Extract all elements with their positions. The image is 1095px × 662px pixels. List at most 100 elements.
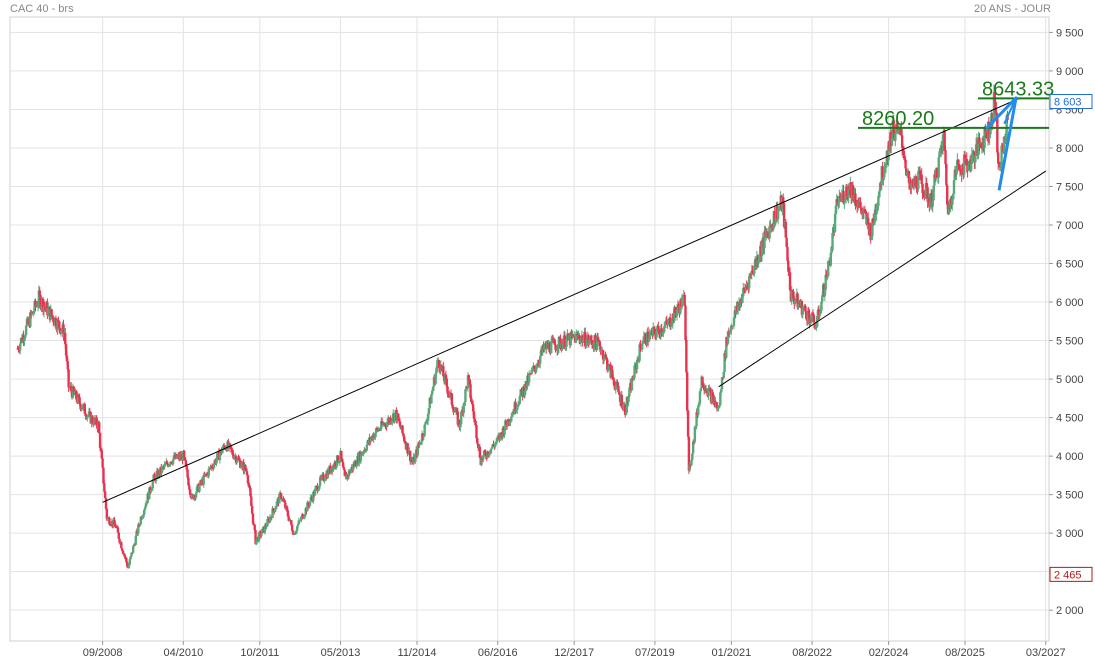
chart-range-label[interactable]: 20 ANS - JOUR bbox=[973, 3, 1051, 15]
candle-up bbox=[574, 333, 578, 343]
candle-up bbox=[24, 334, 27, 338]
candle-up bbox=[323, 480, 326, 482]
candle-up bbox=[710, 392, 714, 403]
candles bbox=[16, 84, 1009, 569]
candle-down bbox=[836, 198, 839, 206]
candle-up bbox=[661, 332, 664, 335]
candle-down bbox=[922, 193, 925, 195]
candle-up bbox=[144, 503, 148, 508]
candle-up bbox=[151, 481, 154, 489]
candle-up bbox=[491, 444, 494, 448]
candle-down bbox=[397, 413, 400, 420]
candle-down bbox=[407, 453, 410, 455]
candle-up bbox=[887, 141, 890, 161]
candle-up bbox=[240, 462, 244, 467]
candle-down bbox=[88, 411, 92, 413]
candle-down bbox=[589, 336, 593, 341]
candle-up bbox=[584, 346, 588, 348]
candle-down bbox=[605, 357, 608, 360]
candle-down bbox=[290, 520, 293, 525]
candle-down bbox=[340, 450, 343, 459]
candle-up bbox=[527, 374, 531, 383]
candle-down bbox=[125, 558, 128, 563]
candle-up bbox=[459, 424, 462, 428]
candle-up bbox=[718, 405, 721, 408]
candle-up bbox=[335, 465, 338, 467]
candle-up bbox=[768, 226, 771, 239]
candle-up bbox=[790, 290, 793, 302]
candle-down bbox=[455, 409, 459, 412]
candle-down bbox=[617, 385, 620, 392]
candle-down bbox=[117, 532, 120, 539]
candle-up bbox=[876, 205, 879, 210]
y-tick-label: 3 000 bbox=[1056, 528, 1084, 540]
candle-down bbox=[915, 176, 918, 188]
candle-up bbox=[883, 168, 886, 178]
candle-up bbox=[489, 448, 493, 454]
candle-up bbox=[906, 172, 909, 176]
candle-down bbox=[105, 508, 109, 520]
candle-up bbox=[365, 444, 369, 451]
candle-down bbox=[987, 121, 991, 139]
candle-down bbox=[250, 506, 254, 514]
x-tick-label: 12/2017 bbox=[554, 647, 594, 659]
candle-up bbox=[614, 385, 618, 390]
candle-up bbox=[150, 488, 154, 491]
candle-down bbox=[123, 554, 126, 557]
candle-up bbox=[504, 420, 507, 431]
candle-up bbox=[823, 289, 827, 297]
candle-down bbox=[247, 483, 250, 486]
candle-up bbox=[538, 363, 541, 365]
candle-up bbox=[669, 326, 673, 328]
candle-up bbox=[379, 428, 382, 430]
candle-down bbox=[895, 124, 899, 127]
candle-up bbox=[436, 360, 439, 368]
candle-up bbox=[318, 477, 322, 486]
candle-up bbox=[733, 310, 736, 318]
candle-down bbox=[644, 333, 647, 344]
candle-down bbox=[133, 544, 137, 546]
trendline-lower[interactable] bbox=[718, 170, 1047, 388]
candle-down bbox=[685, 340, 688, 373]
candle-up bbox=[953, 169, 957, 181]
candle-up bbox=[955, 165, 958, 175]
candle-down bbox=[456, 411, 459, 425]
candle-up bbox=[519, 389, 522, 396]
candle-down bbox=[471, 402, 474, 405]
candle-up bbox=[831, 232, 834, 251]
candle-up bbox=[582, 338, 585, 343]
candle-up bbox=[294, 532, 297, 535]
candle-up bbox=[963, 154, 966, 175]
trendline-upper[interactable] bbox=[102, 97, 1021, 503]
candle-down bbox=[401, 425, 404, 434]
candle-up bbox=[821, 295, 824, 302]
drawings[interactable]: 8260.20 8643.33 bbox=[102, 78, 1055, 503]
candle-down bbox=[285, 506, 289, 511]
candle-up bbox=[482, 455, 485, 460]
wedge-arrow-line[interactable] bbox=[1003, 97, 1017, 125]
candle-down bbox=[798, 302, 801, 305]
candle-up bbox=[195, 486, 199, 493]
candle-down bbox=[419, 442, 422, 444]
candle-up bbox=[320, 475, 324, 479]
candle-up bbox=[32, 311, 35, 313]
candle-down bbox=[996, 152, 1000, 164]
candle-down bbox=[957, 164, 961, 171]
candle-up bbox=[143, 509, 146, 515]
candle-up bbox=[588, 340, 591, 343]
candle-up bbox=[776, 209, 780, 220]
candle-down bbox=[239, 460, 242, 468]
candle-up bbox=[302, 517, 306, 519]
candle-down bbox=[484, 452, 488, 457]
candle-up bbox=[425, 421, 429, 423]
candle-down bbox=[584, 331, 587, 347]
candle-down bbox=[62, 324, 65, 338]
candle-up bbox=[543, 345, 546, 350]
candle-down bbox=[253, 524, 256, 531]
candle-up bbox=[663, 326, 666, 332]
candle-down bbox=[341, 462, 345, 468]
candle-down bbox=[472, 411, 476, 419]
candle-up bbox=[141, 516, 144, 519]
candle-down bbox=[131, 552, 134, 554]
